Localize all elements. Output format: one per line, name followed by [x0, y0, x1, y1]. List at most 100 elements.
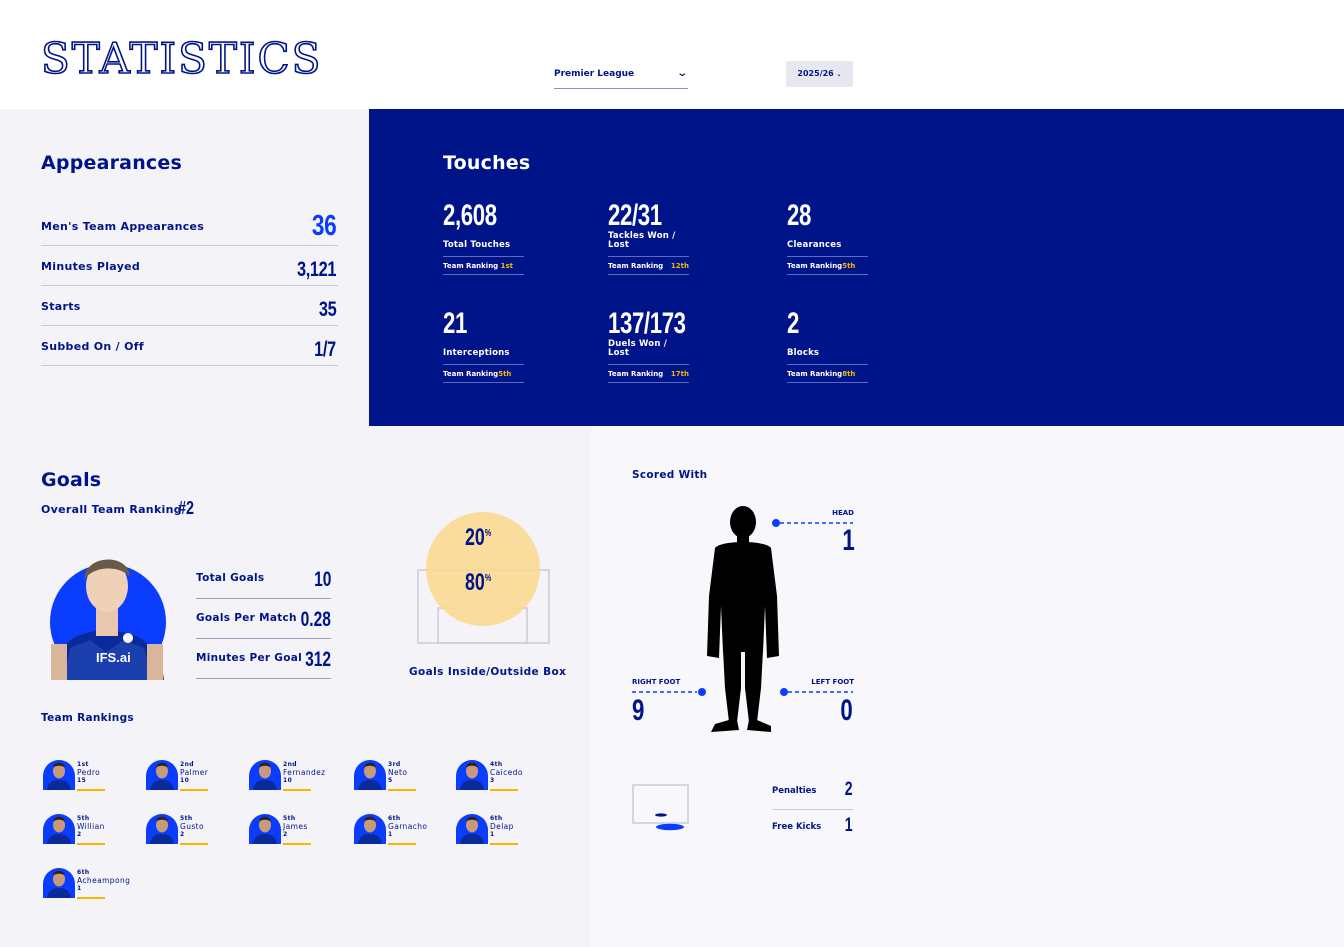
stat-value: 35 — [318, 298, 337, 321]
stat-value: 36 — [311, 210, 337, 242]
ranking-text: 6th Garnacho 1 — [388, 815, 427, 839]
ranking-card[interactable]: 1st Pedro 15 — [41, 756, 131, 792]
player-avatar — [354, 814, 386, 844]
ranking-card[interactable]: 2nd Palmer 10 — [144, 756, 234, 792]
touch-stat-label: Blocks — [787, 345, 868, 365]
ranking-text: 2nd Palmer 10 — [180, 761, 208, 785]
ranking-value: 17th — [670, 370, 689, 378]
set-piece-label: Free Kicks — [772, 822, 822, 832]
set-piece-value: 1 — [845, 815, 853, 836]
touch-stat-label: Duels Won / Lost — [608, 340, 689, 365]
inside-box-pct: 80% — [465, 569, 491, 597]
stat-label: Minutes Played — [41, 260, 141, 273]
player-avatar — [43, 868, 75, 898]
appearances-section: Appearances Men's Team Appearances 36 Mi… — [0, 109, 369, 426]
stat-value: 3,121 — [296, 258, 336, 281]
player-avatar — [146, 760, 178, 790]
ranking-card[interactable]: 4th Caicedo 3 — [454, 756, 544, 792]
player-avatar — [146, 814, 178, 844]
stat-label: Starts — [41, 300, 81, 313]
ranking-underline — [180, 843, 208, 845]
ranking-label: Team Ranking — [608, 370, 664, 378]
ranking-underline — [388, 789, 416, 791]
ranking-player-name: Delap — [490, 822, 514, 831]
competition-select[interactable]: Premier League ⌄ — [554, 62, 688, 89]
stat-label: Subbed On / Off — [41, 340, 144, 353]
pct-sign: % — [484, 528, 492, 539]
ranking-text: 6th Acheampong 1 — [77, 869, 130, 893]
ranking-position: 6th — [388, 815, 401, 822]
stat-row: Minutes Played 3,121 — [41, 246, 338, 286]
season-select[interactable]: 2025/26 ⌄ — [786, 61, 853, 87]
ranking-player-name: Caicedo — [490, 768, 523, 777]
left-foot-label: LEFT FOOT — [811, 678, 854, 686]
ranking-underline — [77, 843, 105, 845]
outside-box-value: 20 — [465, 524, 485, 551]
ranking-card[interactable]: 3rd Neto 5 — [352, 756, 442, 792]
ranking-position: 5th — [283, 815, 296, 822]
ranking-card[interactable]: 5th James 2 — [247, 810, 337, 846]
ranking-text: 3rd Neto 5 — [388, 761, 407, 785]
touch-stat: 21 Interceptions Team Ranking 5th — [443, 307, 524, 383]
touches-title: Touches — [443, 152, 531, 174]
ranking-card[interactable]: 5th Willian 2 — [41, 810, 131, 846]
ranking-card[interactable]: 6th Delap 1 — [454, 810, 544, 846]
ranking-value: 1st — [500, 262, 514, 270]
ranking-underline — [283, 843, 311, 845]
ranking-position: 1st — [77, 761, 89, 768]
ranking-position: 2nd — [283, 761, 297, 768]
ranking-player-name: Palmer — [180, 768, 209, 777]
ranking-position: 6th — [77, 869, 90, 876]
ranking-player-name: Willian — [77, 822, 105, 831]
ranking-underline — [180, 789, 208, 791]
scored-with-title: Scored With — [632, 469, 708, 481]
ranking-card[interactable]: 6th Acheampong 1 — [41, 864, 131, 900]
competition-select-value: Premier League — [554, 69, 635, 79]
touch-stat: 2,608 Total Touches Team Ranking 1st — [443, 199, 524, 275]
ranking-text: 5th Gusto 2 — [180, 815, 204, 839]
ranking-player-name: Pedro — [77, 768, 101, 777]
team-rankings-title: Team Rankings — [41, 712, 134, 724]
ranking-label: Team Ranking — [608, 262, 664, 270]
head-label: HEAD — [832, 509, 854, 517]
ranking-underline — [388, 843, 416, 845]
pct-sign: % — [484, 573, 492, 584]
ranking-value: 5th — [842, 262, 856, 270]
ranking-label: Team Ranking — [443, 370, 499, 378]
goal-stat-label: Goals Per Match — [196, 612, 297, 624]
ranking-position: 5th — [77, 815, 90, 822]
ranking-position: 3rd — [388, 761, 401, 768]
player-avatar — [43, 814, 75, 844]
chevron-down-icon: ⌄ — [836, 71, 842, 78]
stat-label: Men's Team Appearances — [41, 220, 205, 233]
stat-value: 1/7 — [314, 338, 336, 361]
ranking-goal-count: 1 — [388, 831, 393, 838]
svg-text:IFS.ai: IFS.ai — [96, 650, 131, 665]
ranking-value: 8th — [842, 370, 856, 378]
ranking-goal-count: 10 — [180, 777, 190, 784]
ranking-player-name: Gusto — [180, 822, 205, 831]
ranking-card[interactable]: 2nd Fernandez 10 — [247, 756, 337, 792]
set-piece-row: Penalties 2 — [772, 774, 853, 810]
goal-stat-value: 312 — [305, 648, 331, 671]
head-value: 1 — [842, 524, 855, 557]
scored-with-section: Scored With HEAD 1 RIGHT FOOT 9 LEFT FOO… — [591, 426, 1344, 947]
touch-stat-value: 28 — [787, 199, 811, 232]
box-graphic: 20% 80% — [408, 512, 568, 646]
ranking-underline — [77, 789, 105, 791]
player-avatar — [249, 814, 281, 844]
ranking-card[interactable]: 5th Gusto 2 — [144, 810, 234, 846]
goals-section: Goals Overall Team Ranking #2 IFS.ai Tot… — [0, 426, 591, 947]
ranking-text: 1st Pedro 15 — [77, 761, 100, 785]
touch-stat-label: Tackles Won / Lost — [608, 232, 689, 257]
ranking-card[interactable]: 6th Garnacho 1 — [352, 810, 442, 846]
touch-stat: 22/31 Tackles Won / Lost Team Ranking 12t… — [608, 199, 689, 275]
ranking-text: 6th Delap 1 — [490, 815, 514, 839]
ranking-goal-count: 2 — [77, 831, 82, 838]
touch-stat-label: Interceptions — [443, 345, 524, 365]
outside-box-pct: 20% — [465, 524, 491, 552]
ranking-label: Team Ranking — [787, 262, 843, 270]
ranking-underline — [77, 897, 105, 899]
ranking-player-name: Neto — [388, 768, 408, 777]
overall-ranking-label: Overall Team Ranking — [41, 503, 182, 516]
